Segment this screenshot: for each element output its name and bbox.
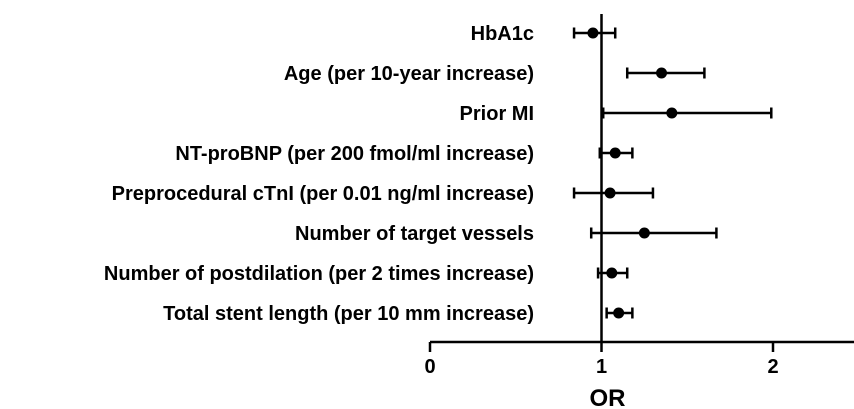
- row-label: Prior MI: [460, 103, 534, 125]
- x-axis-title: OR: [590, 385, 626, 409]
- or-point: [638, 227, 650, 239]
- row-label: Number of postdilation (per 2 times incr…: [104, 263, 534, 285]
- or-point: [656, 67, 668, 79]
- row-label: Age (per 10-year increase): [284, 63, 534, 85]
- row-label: Total stent length (per 10 mm increase): [163, 303, 534, 325]
- or-point: [613, 307, 625, 319]
- plot-marks: [572, 27, 773, 319]
- or-point: [587, 27, 599, 39]
- or-point: [606, 267, 618, 279]
- row-label: NT-proBNP (per 200 fmol/ml increase): [175, 143, 534, 165]
- row-label: Number of target vessels: [295, 223, 534, 245]
- x-tick-label: 2: [767, 356, 778, 378]
- x-tick-label: 1: [596, 356, 607, 378]
- row-label: Preprocedural cTnI (per 0.01 ng/ml incre…: [112, 183, 534, 205]
- or-point: [604, 187, 616, 199]
- row-labels: HbA1c Age (per 10-year increase) Prior MI N…: [104, 23, 534, 325]
- or-point: [666, 107, 678, 119]
- x-axis-ticks: 0 1 2: [424, 342, 779, 378]
- x-tick-label: 0: [424, 356, 435, 378]
- or-point: [609, 147, 621, 159]
- row-label: HbA1c: [471, 23, 534, 45]
